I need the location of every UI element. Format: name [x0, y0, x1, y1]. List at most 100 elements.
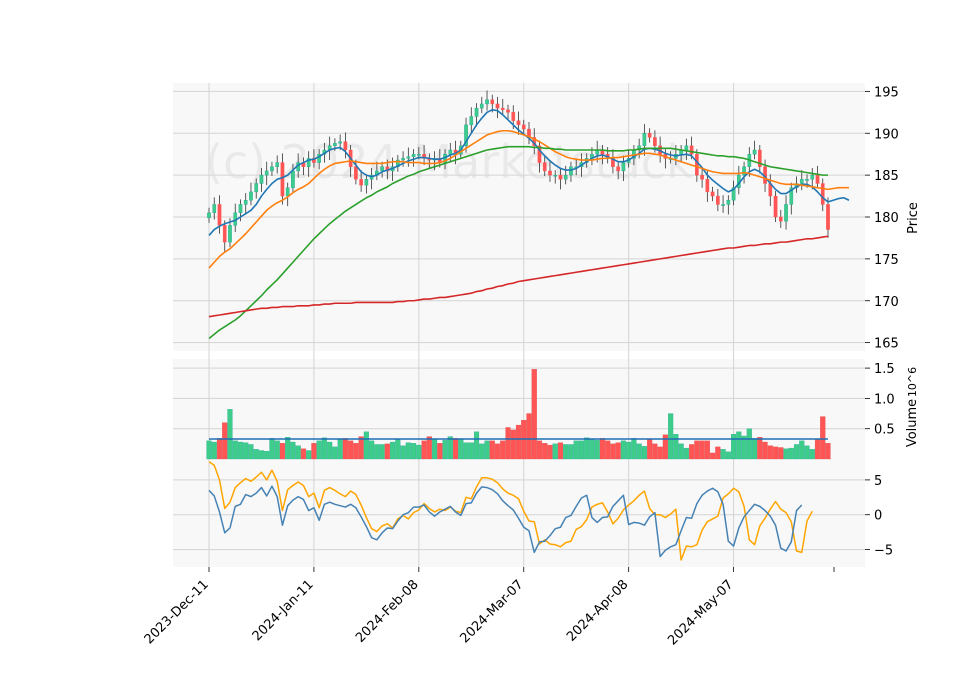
- volume-tick-label: 0.5: [874, 423, 895, 438]
- price-tick-label: 195: [874, 85, 899, 100]
- candle-down: [816, 175, 819, 183]
- volume-bar-up: [721, 449, 726, 459]
- volume-bar-down: [773, 447, 778, 459]
- volume-bar-up: [380, 444, 385, 459]
- candle-up: [417, 154, 420, 155]
- price-tick-label: 170: [874, 295, 899, 310]
- volume-bar-up: [747, 429, 752, 459]
- candle-down: [821, 184, 824, 205]
- x-tick-label: 2024-May-07: [665, 577, 736, 648]
- volume-bar-up: [322, 438, 327, 459]
- volume-bar-up: [810, 449, 815, 459]
- volume-bar-up: [631, 438, 636, 459]
- volume-bar-down: [715, 447, 720, 459]
- candle-up: [291, 171, 294, 188]
- volume-bar-down: [768, 446, 773, 459]
- financial-chart: (c) 2024 Marketstack 165 170 175 180 185 190 1…: [0, 0, 960, 690]
- volume-bar-down: [490, 441, 495, 459]
- candle-up: [339, 142, 342, 144]
- volume-bar-up: [416, 445, 421, 459]
- volume-bar-up: [553, 444, 558, 459]
- candle-down: [617, 167, 620, 171]
- volume-bar-down: [820, 417, 825, 459]
- volume-bar-up: [673, 434, 678, 459]
- volume-bar-up: [679, 444, 684, 459]
- candle-up: [333, 143, 336, 146]
- candle-down: [711, 192, 714, 196]
- candle-up: [721, 204, 724, 205]
- volume-bar-up: [595, 440, 600, 459]
- candle-up: [742, 167, 745, 175]
- price-tick-label: 175: [874, 253, 899, 268]
- volume-bar-up: [369, 441, 374, 459]
- oscillator-panel-bg: [173, 459, 865, 567]
- volume-bar-up: [270, 438, 275, 459]
- candle-up: [485, 100, 488, 104]
- volume-bar-up: [464, 443, 469, 459]
- candle-up: [564, 175, 567, 179]
- volume-bar-down: [611, 444, 616, 459]
- candle-down: [826, 204, 829, 229]
- volume-axis-exponent: 10^6: [906, 367, 919, 397]
- candle-up: [449, 150, 452, 154]
- candle-up: [784, 204, 787, 221]
- candle-up: [554, 175, 557, 176]
- candle-up: [470, 117, 473, 125]
- candle-down: [354, 167, 357, 180]
- volume-bar-up: [306, 451, 311, 459]
- candle-down: [501, 108, 504, 110]
- volume-bar-up: [469, 443, 474, 459]
- volume-bar-up: [726, 452, 731, 459]
- candle-up: [380, 167, 383, 171]
- volume-bar-up: [401, 446, 406, 459]
- volume-bar-up: [590, 440, 595, 459]
- volume-bar-up: [390, 442, 395, 459]
- candle-up: [753, 150, 756, 154]
- volume-bar-down: [600, 438, 605, 459]
- volume-bar-down: [453, 438, 458, 459]
- volume-bar-up: [569, 444, 574, 459]
- volume-bar-down: [710, 453, 715, 459]
- volume-bar-down: [516, 425, 521, 459]
- volume-bar-up: [736, 432, 741, 459]
- candle-down: [496, 104, 499, 108]
- volume-bar-down: [694, 441, 699, 459]
- volume-bar-down: [537, 441, 542, 459]
- volume-bar-up: [621, 441, 626, 459]
- volume-bar-down: [616, 443, 621, 459]
- candle-up: [569, 167, 572, 175]
- volume-bar-up: [233, 441, 238, 459]
- volume-bar-down: [353, 443, 358, 459]
- volume-bar-up: [296, 446, 301, 459]
- candle-up: [239, 204, 242, 212]
- candle-down: [506, 110, 509, 113]
- volume-bar-up: [474, 432, 479, 459]
- volume-bar-up: [238, 442, 243, 459]
- candle-up: [811, 175, 814, 179]
- x-tick-label: 2024-Feb-08: [353, 577, 422, 646]
- volume-bar-up: [579, 441, 584, 459]
- volume-tick-label: 1.5: [874, 362, 895, 377]
- x-tick-label: 2023-Dec-11: [142, 577, 212, 647]
- volume-bar-down: [343, 438, 348, 459]
- volume-bar-up: [448, 437, 453, 459]
- oscillator-tick-label: 5: [874, 474, 882, 489]
- volume-tick-label: 1.0: [874, 392, 895, 407]
- candle-down: [548, 171, 551, 175]
- candle-down: [491, 100, 494, 104]
- price-tick-label: 185: [874, 169, 899, 184]
- volume-bar-up: [249, 444, 254, 459]
- volume-bar-up: [805, 446, 810, 459]
- volume-bar-down: [506, 427, 511, 459]
- candle-down: [706, 179, 709, 192]
- volume-bar-down: [778, 447, 783, 459]
- x-tick-label: 2024-Apr-08: [564, 577, 631, 644]
- volume-bar-up: [637, 444, 642, 459]
- candle-down: [543, 163, 546, 171]
- volume-bar-up: [642, 446, 647, 459]
- volume-bar-down: [495, 444, 500, 459]
- candle-up: [255, 184, 258, 192]
- volume-bar-down: [500, 441, 505, 459]
- volume-bar-down: [511, 430, 516, 459]
- volume-bar-up: [243, 443, 248, 459]
